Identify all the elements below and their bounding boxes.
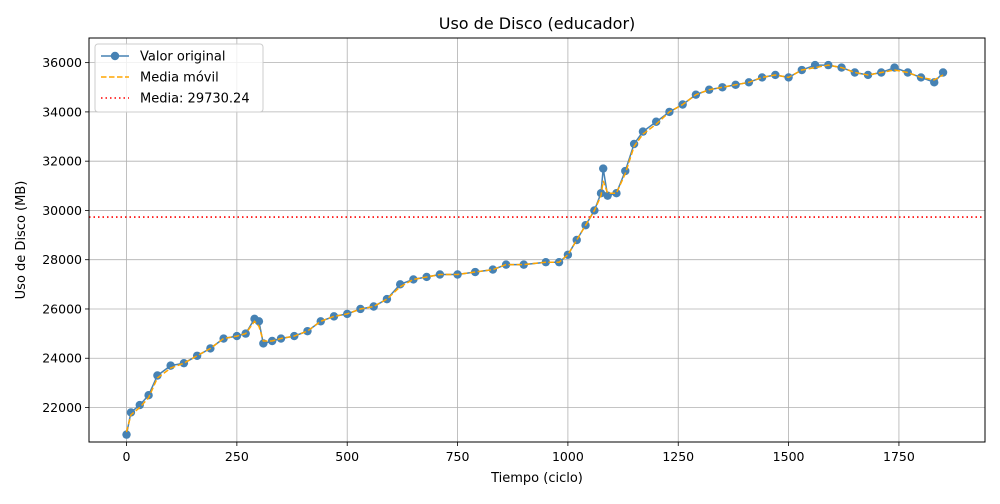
series-original-line	[125, 64, 944, 435]
data-point-original	[718, 83, 727, 92]
x-tick-label: 250	[225, 449, 249, 464]
data-point-original	[369, 302, 378, 311]
x-tick-label: 1750	[883, 449, 915, 464]
data-point-original	[629, 139, 639, 149]
x-tick-label: 1250	[662, 449, 694, 464]
legend-marker-original	[110, 51, 120, 61]
data-point-original	[254, 317, 264, 326]
grid	[89, 38, 985, 442]
y-tick-label: 28000	[42, 252, 82, 267]
data-point-original	[501, 260, 511, 269]
data-point-original	[126, 408, 136, 417]
data-point-original	[519, 260, 528, 269]
data-point-original	[757, 73, 767, 82]
data-point-original	[930, 78, 939, 87]
y-tick-label: 32000	[42, 154, 82, 169]
data-point-original	[938, 68, 948, 77]
data-point-original	[572, 235, 581, 245]
data-point-original	[409, 275, 418, 284]
chart-title: Uso de Disco (educador)	[439, 14, 636, 33]
y-tick-label: 26000	[42, 301, 82, 316]
data-point-original	[122, 430, 131, 439]
data-point-original	[329, 312, 339, 321]
legend-label-moving-average: Media móvil	[140, 71, 219, 86]
axes: 0 250 500 750 1000 1250 1500 1750 22000 24000 2600…	[42, 55, 915, 464]
y-axis-label: Uso de Disco (MB)	[14, 181, 29, 300]
data-point-original	[638, 127, 648, 136]
data-point-original	[651, 117, 661, 126]
series-layer	[122, 60, 948, 439]
data-point-original	[903, 68, 912, 77]
y-tick-label: 30000	[42, 203, 82, 218]
x-tick-label: 500	[335, 449, 359, 464]
legend: Valor original Media móvil Media: 29730.…	[94, 43, 264, 113]
series-moving-average-line	[125, 64, 944, 433]
x-tick-label: 0	[123, 449, 131, 464]
y-tick-label: 36000	[42, 55, 82, 70]
x-tick-label: 1500	[773, 449, 805, 464]
data-point-original	[153, 371, 162, 380]
data-point-original	[179, 358, 189, 368]
data-point-original	[599, 164, 608, 173]
plot-area-frame	[88, 37, 986, 443]
data-point-original	[471, 267, 480, 277]
y-tick-label: 24000	[42, 351, 82, 366]
data-point-original	[850, 68, 859, 77]
data-point-original	[144, 390, 153, 400]
x-tick-label: 1000	[552, 449, 584, 464]
y-tick-label: 34000	[42, 104, 82, 119]
data-point-original	[488, 265, 498, 274]
legend-label-original: Valor original	[140, 50, 225, 65]
data-point-original	[135, 400, 144, 410]
legend-label-mean: Media: 29730.24	[140, 92, 250, 107]
x-axis-label: Tiempo (ciclo)	[490, 471, 583, 486]
data-point-original	[612, 188, 621, 198]
y-tick-label: 22000	[42, 400, 82, 415]
legend-box	[94, 43, 264, 113]
x-tick-label: 750	[446, 449, 470, 464]
data-point-original	[192, 351, 202, 360]
